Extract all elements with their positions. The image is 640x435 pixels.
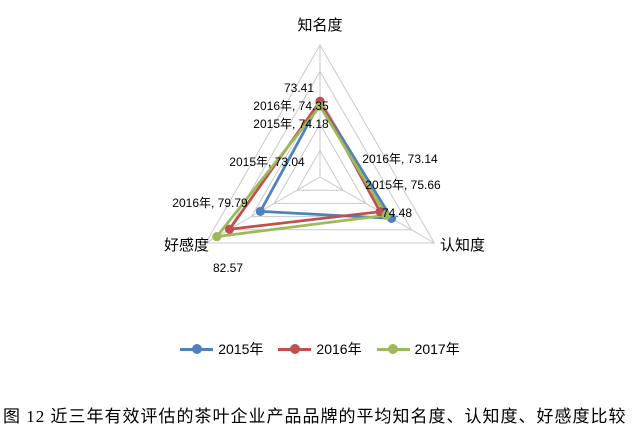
point-label: 2015年, 73.04 [229, 155, 305, 169]
data-point-2017年 [315, 101, 325, 111]
radar-gridline [273, 123, 367, 204]
legend-label-2015: 2015年 [218, 341, 264, 357]
data-point-2017年 [381, 210, 391, 220]
legend-item-2017: 2017年 [376, 339, 460, 359]
point-label: 2016年, 73.14 [362, 152, 438, 166]
point-label: 82.57 [213, 261, 243, 275]
chart-legend: 2015年 2016年 2017年 [0, 336, 640, 362]
radar-gridline [204, 43, 436, 244]
series-line-2017年 [215, 104, 388, 238]
data-point-2015年 [255, 206, 265, 217]
legend-dot-2015 [191, 344, 202, 354]
legend-dot-2017 [388, 344, 399, 354]
legend-label-2017: 2017年 [414, 341, 460, 357]
legend-marker-2017 [376, 344, 410, 354]
data-point-2017年 [212, 231, 222, 242]
axis-label-2: 好感度 [164, 237, 209, 254]
point-label: 2015年, 74.18 [253, 117, 329, 131]
axis-label-1: 认知度 [440, 237, 485, 254]
legend-item-2015: 2015年 [180, 339, 263, 359]
legend-dot-2016 [289, 344, 300, 354]
point-label: 74.48 [382, 206, 412, 220]
point-label: 2016年, 74.35 [253, 99, 329, 113]
radar-gridline [227, 70, 413, 231]
radar-gridline [296, 149, 344, 191]
figure-caption: 图 12 近三年有效评估的茶叶企业产品品牌的平均知名度、认知度、好感度比较 [3, 407, 627, 426]
legend-item-2016: 2016年 [278, 339, 362, 359]
data-point-2016年 [224, 224, 235, 234]
legend-marker-2015 [180, 344, 214, 354]
point-label: 2015年, 75.66 [365, 178, 441, 192]
point-label: 73.41 [284, 81, 314, 95]
legend-label-2016: 2016年 [316, 341, 362, 357]
axis-label-0: 知名度 [297, 17, 342, 34]
point-label: 2016年, 79.79 [172, 196, 248, 210]
legend-marker-2016 [278, 344, 312, 354]
series-line-2015年 [258, 100, 393, 220]
